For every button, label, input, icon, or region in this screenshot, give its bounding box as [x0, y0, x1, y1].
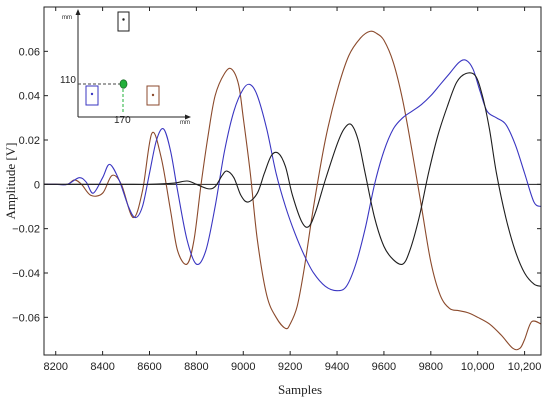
inset-y-arrow [75, 9, 81, 15]
y-tick-label: 0 [34, 179, 40, 191]
y-tick-label: −0.04 [12, 268, 40, 280]
inset-y-mark-label: 110 [60, 75, 76, 86]
y-tick-label: 0.02 [19, 135, 40, 147]
series-line-0 [44, 30, 541, 351]
series-line-1 [44, 59, 541, 292]
plot-border [43, 6, 542, 356]
inset-y-unit: mm [62, 15, 72, 21]
x-tick-label: 9600 [372, 361, 396, 373]
x-tick-label: 9200 [278, 361, 302, 373]
x-tick-label: 10,200 [508, 361, 542, 373]
x-tick-label: 9400 [325, 361, 349, 373]
inset-sensor-box-blue [85, 85, 99, 106]
x-tick-label: 9800 [419, 361, 443, 373]
x-tick-label: 8800 [184, 361, 208, 373]
y-tick-label: 0.06 [19, 46, 40, 58]
inset-excitation-marker [119, 79, 128, 89]
x-axis-label: Samples [278, 382, 322, 397]
series-line-2 [44, 72, 541, 287]
plot-lines [44, 30, 541, 351]
y-tick-label: −0.02 [12, 224, 40, 236]
ticks: 8200 8400 8600 8800 9000 9200 9400 9600 9800 10,0… [12, 7, 541, 373]
sensor-layout-inset: mm mm 110 170 [60, 9, 191, 126]
x-tick-label: 8400 [90, 361, 114, 373]
inset-sensor-dot-black [122, 18, 125, 21]
inset-x-arrow [185, 114, 191, 120]
inset-sensor-box-brown [146, 85, 160, 106]
inset-sensor-dot-blue [90, 92, 94, 96]
y-tick-label: 0.04 [19, 91, 40, 103]
x-tick-label: 9000 [231, 361, 255, 373]
x-tick-label: 8200 [43, 361, 67, 373]
inset-x-mark-label: 170 [114, 115, 131, 126]
plot-frame [43, 6, 542, 356]
inset-sensor-box-black [117, 11, 130, 32]
y-tick-label: −0.06 [12, 312, 40, 324]
x-tick-label: 10,000 [461, 361, 495, 373]
inset-x-unit: mm [180, 120, 190, 126]
x-tick-label: 8600 [137, 361, 161, 373]
inset-sensor-dot-brown [151, 93, 155, 97]
y-axis-label: Amplitude [V] [3, 143, 18, 220]
